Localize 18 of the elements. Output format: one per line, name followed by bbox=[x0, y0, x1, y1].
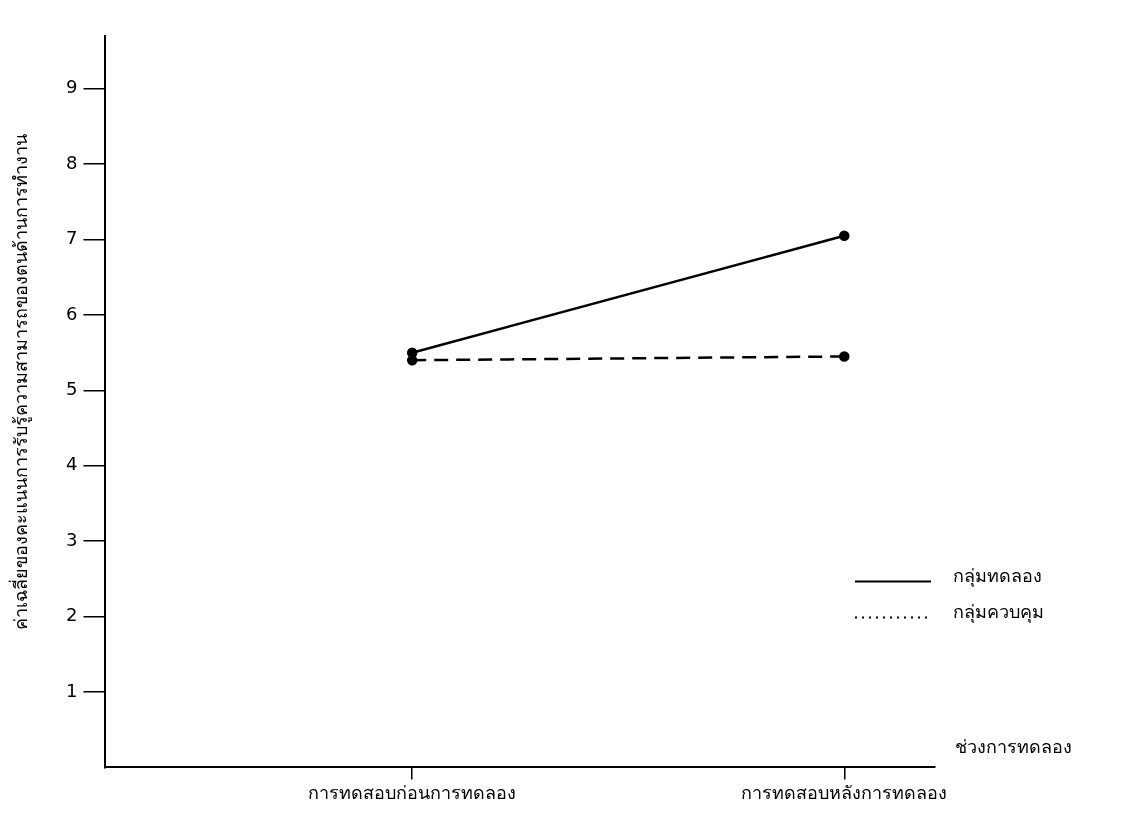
x-tick-label: การทดสอบก่อนการทดลอง bbox=[308, 781, 517, 803]
y-tick-label: 7 bbox=[66, 227, 78, 249]
y-tick-label: 3 bbox=[66, 528, 78, 550]
y-tick-label: 2 bbox=[66, 604, 78, 626]
y-tick-label: 6 bbox=[66, 302, 78, 324]
y-tick-label: 9 bbox=[66, 76, 78, 98]
y-axis-title: ค่าเฉลี่ยของคะแนนการรับรู้ความสามารถของตนด้านการทำงาน bbox=[7, 133, 32, 630]
x-axis-title: ช่วงการทดลอง bbox=[955, 736, 1072, 758]
y-tick-label: 1 bbox=[66, 679, 78, 701]
y-tick-label: 4 bbox=[66, 453, 78, 475]
point bbox=[839, 230, 850, 242]
y-tick-label: 5 bbox=[66, 378, 78, 400]
point bbox=[839, 351, 850, 362]
x-tick-label: การทดสอบหลังการทดลอง bbox=[741, 781, 948, 803]
legend-label: กลุ่มควบคุม bbox=[953, 601, 1044, 624]
legend-label: กลุ่มทดลอง bbox=[953, 565, 1042, 588]
point bbox=[406, 347, 418, 358]
y-tick-label: 8 bbox=[66, 151, 78, 173]
